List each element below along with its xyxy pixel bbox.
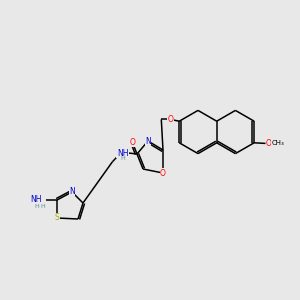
- Text: O: O: [130, 138, 135, 147]
- Text: NH: NH: [117, 149, 128, 158]
- Text: O: O: [160, 169, 166, 178]
- Text: S: S: [55, 214, 59, 223]
- Text: NH: NH: [30, 196, 41, 205]
- Text: H: H: [34, 203, 39, 208]
- Text: H: H: [120, 156, 125, 161]
- Text: N: N: [69, 188, 75, 196]
- Text: O: O: [266, 139, 272, 148]
- Text: N: N: [145, 136, 151, 146]
- Text: H: H: [41, 204, 46, 209]
- Text: O: O: [167, 115, 173, 124]
- Text: CH₃: CH₃: [272, 140, 284, 146]
